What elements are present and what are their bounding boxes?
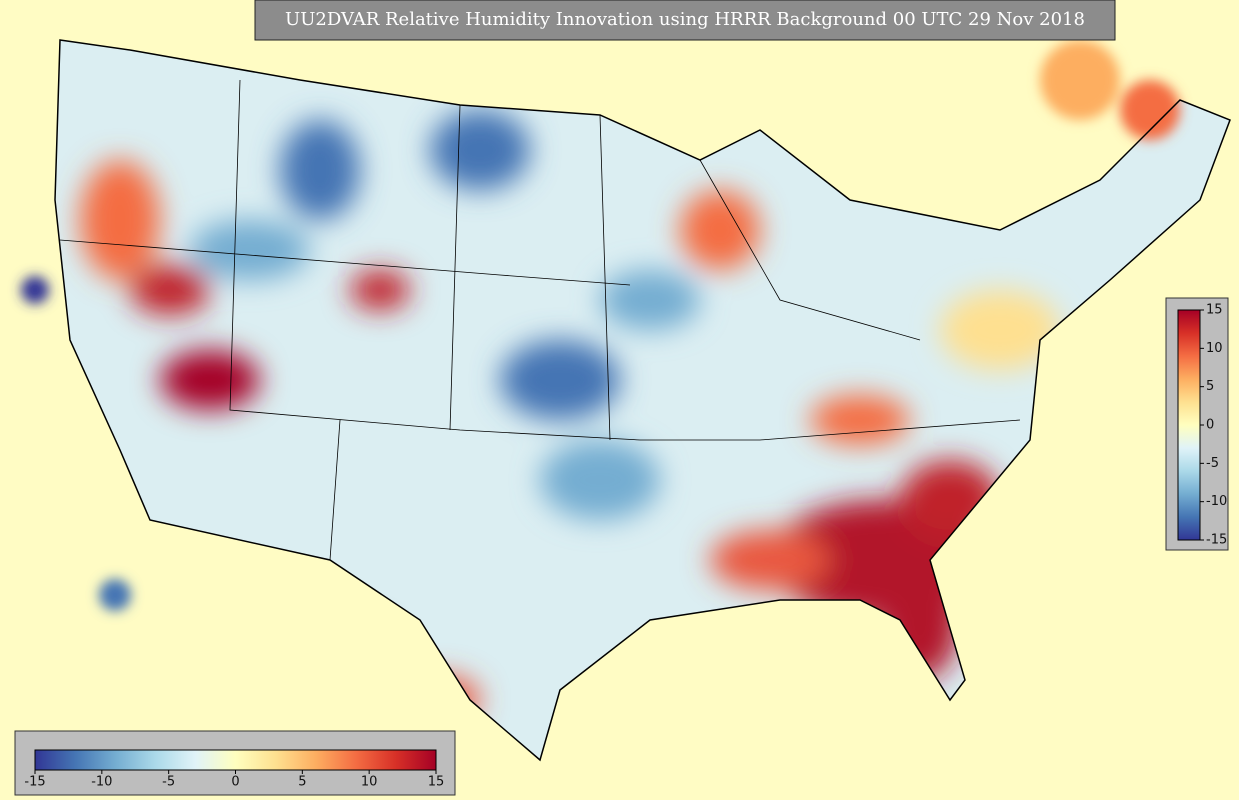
colorbar-vertical (1177, 309, 1201, 541)
tick-label: -10 (91, 775, 112, 790)
tick-label: 5 (298, 775, 306, 790)
tick-label: 0 (231, 775, 239, 790)
tick-label: -15 (1206, 533, 1227, 548)
title: UU2DVAR Relative Humidity Innovation usi… (285, 9, 1085, 30)
coastline (54, 39, 1231, 762)
state-lines (59, 79, 1021, 561)
tick-label: -5 (1206, 456, 1219, 471)
tick-label: -15 (24, 775, 45, 790)
ocean-field (21, 40, 1180, 611)
tick-label: 10 (1206, 341, 1223, 356)
tick-label: 10 (361, 775, 378, 790)
tick-label: 0 (1206, 418, 1214, 433)
tick-label: 5 (1206, 379, 1214, 394)
tick-label: 15 (1206, 303, 1223, 318)
tick-label: -10 (1206, 494, 1227, 509)
tick-label: -5 (162, 775, 175, 790)
colorbar-horizontal (34, 749, 437, 771)
tick-label: 15 (428, 775, 445, 790)
title-box (254, 0, 1116, 41)
